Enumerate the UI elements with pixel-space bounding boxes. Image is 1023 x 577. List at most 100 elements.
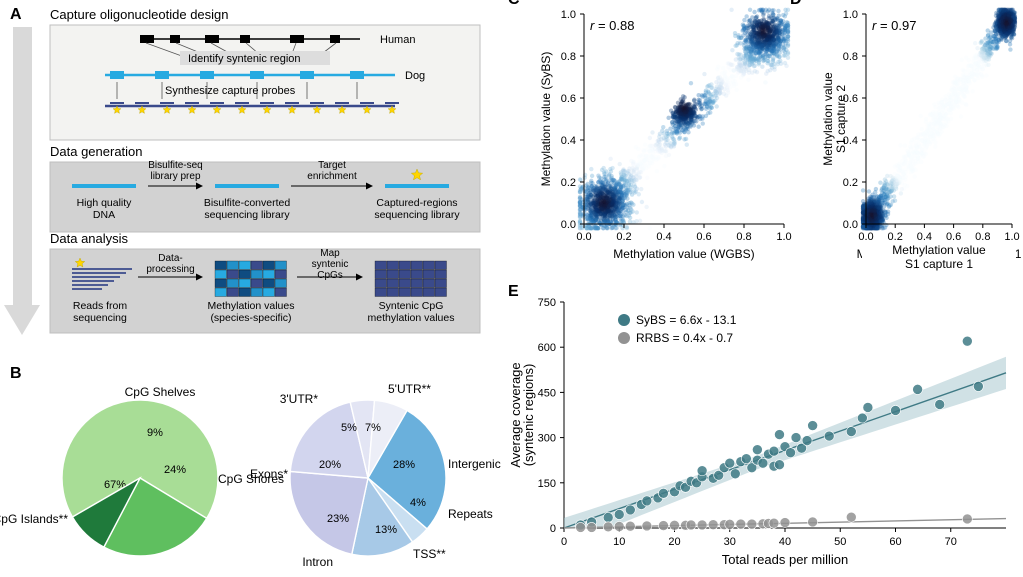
scatter-point (962, 514, 972, 524)
datagen-label: Captured-regions (376, 197, 457, 209)
xtick: 40 (779, 536, 791, 548)
xtick: 0.8 (736, 231, 751, 243)
scatter-point (863, 402, 873, 412)
scatter-point (973, 381, 983, 391)
section-box (50, 25, 480, 140)
pie-pct: 7% (365, 422, 381, 434)
svg-text:Data-: Data- (158, 253, 182, 264)
ytick: 300 (538, 433, 556, 445)
xtick: 0.6 (946, 231, 961, 243)
xtick: 0.2 (888, 231, 903, 243)
pie-label: Repeats (448, 507, 493, 521)
ylabel-line2: S1 capture 2 (834, 85, 848, 153)
scatter-point (913, 384, 923, 394)
ytick: 600 (538, 342, 556, 354)
xtick: 60 (889, 536, 901, 548)
scatter-point (587, 522, 597, 532)
scatter-point (614, 521, 624, 531)
xlabel: Methylation value (WGBS) (613, 247, 754, 261)
scatter-point (736, 519, 746, 529)
pie-pct: 9% (147, 427, 163, 439)
svg-text:sequencing library: sequencing library (204, 209, 290, 221)
xtick: 0.2 (616, 231, 631, 243)
scatter-point (614, 509, 624, 519)
xlabel-line2: S1 capture 1 (905, 257, 973, 271)
ytick: 0.8 (843, 51, 858, 63)
datagen-label: High quality (77, 197, 133, 209)
scatter-point (846, 512, 856, 522)
xtick: 70 (945, 536, 957, 548)
datagen-label: Bisulfite-converted (204, 197, 291, 209)
scatter-point (846, 427, 856, 437)
panel-letter-a: A (10, 6, 22, 23)
scatter-point (802, 436, 812, 446)
panel-letter-e: E (508, 283, 519, 300)
scatter-point (747, 519, 757, 529)
ytick: 0.2 (561, 177, 576, 189)
svg-text:DNA: DNA (93, 209, 115, 221)
scatter-point (625, 521, 635, 531)
scatter-point (576, 522, 586, 532)
scatter-point (730, 469, 740, 479)
xtick: 0.8 (975, 231, 990, 243)
probes-label: Synthesize capture probes (165, 85, 296, 97)
ytick: 0 (550, 523, 556, 535)
scatter-point (758, 458, 768, 468)
pie-label: TSS** (413, 547, 446, 561)
svg-text:enrichment: enrichment (307, 171, 357, 182)
legend-marker (618, 332, 630, 344)
svg-text:syntenic: syntenic (312, 259, 349, 270)
xtick: 0.6 (696, 231, 711, 243)
ytick: 1.0 (843, 9, 858, 21)
panel-a: ACapture oligonucleotide designHumanIden… (4, 6, 480, 335)
scatter-point (780, 518, 790, 528)
scatter-point (670, 520, 680, 530)
scatter-point (725, 519, 735, 529)
svg-text:Reads from: Reads from (73, 300, 128, 312)
panel-letter-c: C (508, 0, 520, 8)
pie-pct: 20% (319, 459, 341, 471)
dog-label: Dog (405, 70, 425, 82)
pie-pct: 23% (327, 513, 349, 525)
scatter-point (774, 460, 784, 470)
scatter-point (774, 430, 784, 440)
scatter-point (824, 431, 834, 441)
human-label: Human (380, 34, 415, 46)
ytick: 0.4 (561, 135, 576, 147)
pie-pct: 28% (393, 459, 415, 471)
ylabel-line1: Methylation value (821, 72, 835, 166)
scatter-point (642, 496, 652, 506)
scatter-point (769, 518, 779, 528)
ytick: 0.2 (843, 177, 858, 189)
scatter-point (752, 445, 762, 455)
xtick: 0.0 (858, 231, 873, 243)
panel-letter-b: B (10, 365, 22, 382)
r-annotation: r = 0.88 (590, 18, 634, 33)
xtick: 1.0 (776, 231, 791, 243)
svg-text:Syntenic CpG: Syntenic CpG (379, 300, 444, 312)
section-title: Data generation (50, 144, 143, 159)
scatter-point (786, 448, 796, 458)
legend-marker (618, 314, 630, 326)
scatter-point (708, 520, 718, 530)
ytick: 0.6 (561, 93, 576, 105)
xtick: 0.0 (576, 231, 591, 243)
scatter-point (697, 466, 707, 476)
scatter-point (769, 446, 779, 456)
svg-text:sequencing library: sequencing library (374, 209, 460, 221)
pie-pct: 13% (375, 524, 397, 536)
ytick: 0.0 (843, 219, 858, 231)
svg-text:CpGs: CpGs (317, 270, 343, 281)
pie-label: 3'UTR* (280, 392, 319, 406)
pie-pct: 5% (341, 422, 357, 434)
legend-label: RRBS = 0.4x - 0.7 (636, 331, 733, 345)
pie-pct: 4% (410, 497, 426, 509)
scatter-point (603, 512, 613, 522)
scatter-point (891, 405, 901, 415)
pie-label: CpG Shelves (125, 385, 196, 399)
svg-text:Bisulfite-seq: Bisulfite-seq (148, 160, 202, 171)
pie-label: Intron (302, 555, 333, 569)
scatter-point (725, 458, 735, 468)
scatter-point (935, 399, 945, 409)
legend-label: SyBS = 6.6x - 13.1 (636, 313, 737, 327)
